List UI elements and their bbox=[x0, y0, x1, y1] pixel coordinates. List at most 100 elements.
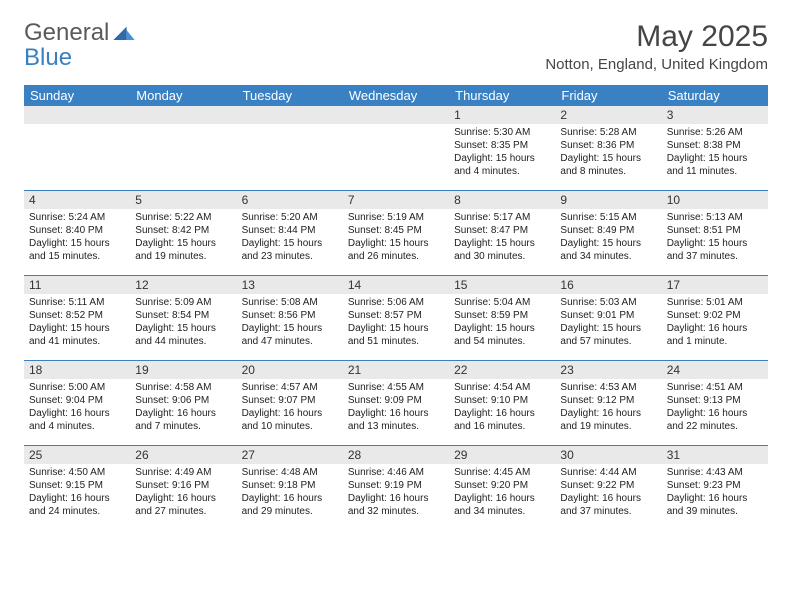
day-number: 29 bbox=[449, 446, 555, 464]
sunrise-text: Sunrise: 5:11 AM bbox=[29, 296, 125, 309]
sunset-text: Sunset: 8:45 PM bbox=[348, 224, 444, 237]
daylight-text: Daylight: 15 hours and 44 minutes. bbox=[135, 322, 231, 348]
day-cell: 4Sunrise: 5:24 AMSunset: 8:40 PMDaylight… bbox=[24, 191, 130, 276]
sunrise-text: Sunrise: 4:57 AM bbox=[242, 381, 338, 394]
day-number: 5 bbox=[130, 191, 236, 209]
daylight-text: Daylight: 15 hours and 8 minutes. bbox=[560, 152, 656, 178]
daylight-text: Daylight: 16 hours and 16 minutes. bbox=[454, 407, 550, 433]
sunrise-text: Sunrise: 4:43 AM bbox=[667, 466, 763, 479]
daylight-text: Daylight: 16 hours and 4 minutes. bbox=[29, 407, 125, 433]
sunset-text: Sunset: 8:47 PM bbox=[454, 224, 550, 237]
day-details bbox=[237, 124, 343, 190]
day-cell: 18Sunrise: 5:00 AMSunset: 9:04 PMDayligh… bbox=[24, 361, 130, 446]
month-title: May 2025 bbox=[545, 20, 768, 54]
day-cell: 12Sunrise: 5:09 AMSunset: 8:54 PMDayligh… bbox=[130, 276, 236, 361]
day-number: 13 bbox=[237, 276, 343, 294]
sunrise-text: Sunrise: 5:04 AM bbox=[454, 296, 550, 309]
week-row: 4Sunrise: 5:24 AMSunset: 8:40 PMDaylight… bbox=[24, 191, 768, 276]
day-details: Sunrise: 5:26 AMSunset: 8:38 PMDaylight:… bbox=[662, 124, 768, 190]
day-cell: 17Sunrise: 5:01 AMSunset: 9:02 PMDayligh… bbox=[662, 276, 768, 361]
daylight-text: Daylight: 15 hours and 23 minutes. bbox=[242, 237, 338, 263]
daylight-text: Daylight: 15 hours and 51 minutes. bbox=[348, 322, 444, 348]
sunset-text: Sunset: 9:12 PM bbox=[560, 394, 656, 407]
day-number: 25 bbox=[24, 446, 130, 464]
day-details: Sunrise: 5:00 AMSunset: 9:04 PMDaylight:… bbox=[24, 379, 130, 445]
calendar-table: SundayMondayTuesdayWednesdayThursdayFrid… bbox=[24, 85, 768, 530]
day-details: Sunrise: 4:45 AMSunset: 9:20 PMDaylight:… bbox=[449, 464, 555, 530]
day-details: Sunrise: 4:50 AMSunset: 9:15 PMDaylight:… bbox=[24, 464, 130, 530]
sunset-text: Sunset: 9:10 PM bbox=[454, 394, 550, 407]
daylight-text: Daylight: 16 hours and 34 minutes. bbox=[454, 492, 550, 518]
day-details: Sunrise: 4:48 AMSunset: 9:18 PMDaylight:… bbox=[237, 464, 343, 530]
sunset-text: Sunset: 9:23 PM bbox=[667, 479, 763, 492]
day-number: 19 bbox=[130, 361, 236, 379]
daylight-text: Daylight: 15 hours and 19 minutes. bbox=[135, 237, 231, 263]
sunset-text: Sunset: 9:07 PM bbox=[242, 394, 338, 407]
day-number: 28 bbox=[343, 446, 449, 464]
sunrise-text: Sunrise: 5:22 AM bbox=[135, 211, 231, 224]
logo: GeneralBlue bbox=[24, 20, 135, 70]
daylight-text: Daylight: 16 hours and 27 minutes. bbox=[135, 492, 231, 518]
day-details: Sunrise: 5:20 AMSunset: 8:44 PMDaylight:… bbox=[237, 209, 343, 275]
day-number bbox=[130, 106, 236, 124]
day-details: Sunrise: 5:17 AMSunset: 8:47 PMDaylight:… bbox=[449, 209, 555, 275]
day-number: 16 bbox=[555, 276, 661, 294]
sunset-text: Sunset: 9:04 PM bbox=[29, 394, 125, 407]
daylight-text: Daylight: 16 hours and 32 minutes. bbox=[348, 492, 444, 518]
daylight-text: Daylight: 15 hours and 15 minutes. bbox=[29, 237, 125, 263]
daylight-text: Daylight: 16 hours and 13 minutes. bbox=[348, 407, 444, 433]
day-details: Sunrise: 5:09 AMSunset: 8:54 PMDaylight:… bbox=[130, 294, 236, 360]
day-number: 2 bbox=[555, 106, 661, 124]
day-cell: 10Sunrise: 5:13 AMSunset: 8:51 PMDayligh… bbox=[662, 191, 768, 276]
sunrise-text: Sunrise: 4:45 AM bbox=[454, 466, 550, 479]
day-details: Sunrise: 5:08 AMSunset: 8:56 PMDaylight:… bbox=[237, 294, 343, 360]
sunset-text: Sunset: 8:52 PM bbox=[29, 309, 125, 322]
empty-cell bbox=[237, 106, 343, 191]
week-row: 11Sunrise: 5:11 AMSunset: 8:52 PMDayligh… bbox=[24, 276, 768, 361]
logo-triangle-icon bbox=[113, 20, 135, 45]
daylight-text: Daylight: 15 hours and 41 minutes. bbox=[29, 322, 125, 348]
sunset-text: Sunset: 8:42 PM bbox=[135, 224, 231, 237]
daylight-text: Daylight: 16 hours and 10 minutes. bbox=[242, 407, 338, 433]
daylight-text: Daylight: 16 hours and 22 minutes. bbox=[667, 407, 763, 433]
week-row: 25Sunrise: 4:50 AMSunset: 9:15 PMDayligh… bbox=[24, 446, 768, 531]
day-cell: 20Sunrise: 4:57 AMSunset: 9:07 PMDayligh… bbox=[237, 361, 343, 446]
weekday-header: Saturday bbox=[662, 85, 768, 106]
weekday-header-row: SundayMondayTuesdayWednesdayThursdayFrid… bbox=[24, 85, 768, 106]
sunrise-text: Sunrise: 5:15 AM bbox=[560, 211, 656, 224]
day-details: Sunrise: 5:13 AMSunset: 8:51 PMDaylight:… bbox=[662, 209, 768, 275]
day-details: Sunrise: 5:15 AMSunset: 8:49 PMDaylight:… bbox=[555, 209, 661, 275]
day-number bbox=[24, 106, 130, 124]
day-details: Sunrise: 4:49 AMSunset: 9:16 PMDaylight:… bbox=[130, 464, 236, 530]
sunset-text: Sunset: 8:59 PM bbox=[454, 309, 550, 322]
day-cell: 29Sunrise: 4:45 AMSunset: 9:20 PMDayligh… bbox=[449, 446, 555, 531]
sunset-text: Sunset: 8:57 PM bbox=[348, 309, 444, 322]
day-number: 6 bbox=[237, 191, 343, 209]
day-details: Sunrise: 4:44 AMSunset: 9:22 PMDaylight:… bbox=[555, 464, 661, 530]
sunrise-text: Sunrise: 5:17 AM bbox=[454, 211, 550, 224]
weekday-header: Tuesday bbox=[237, 85, 343, 106]
sunset-text: Sunset: 9:01 PM bbox=[560, 309, 656, 322]
logo-text-2: Blue bbox=[24, 44, 72, 71]
day-cell: 25Sunrise: 4:50 AMSunset: 9:15 PMDayligh… bbox=[24, 446, 130, 531]
sunset-text: Sunset: 9:20 PM bbox=[454, 479, 550, 492]
sunrise-text: Sunrise: 4:46 AM bbox=[348, 466, 444, 479]
day-number: 31 bbox=[662, 446, 768, 464]
day-number bbox=[237, 106, 343, 124]
daylight-text: Daylight: 15 hours and 26 minutes. bbox=[348, 237, 444, 263]
sunrise-text: Sunrise: 5:20 AM bbox=[242, 211, 338, 224]
sunset-text: Sunset: 8:49 PM bbox=[560, 224, 656, 237]
sunrise-text: Sunrise: 5:08 AM bbox=[242, 296, 338, 309]
day-cell: 30Sunrise: 4:44 AMSunset: 9:22 PMDayligh… bbox=[555, 446, 661, 531]
day-number: 3 bbox=[662, 106, 768, 124]
sunset-text: Sunset: 8:51 PM bbox=[667, 224, 763, 237]
day-cell: 16Sunrise: 5:03 AMSunset: 9:01 PMDayligh… bbox=[555, 276, 661, 361]
sunrise-text: Sunrise: 5:00 AM bbox=[29, 381, 125, 394]
sunset-text: Sunset: 8:56 PM bbox=[242, 309, 338, 322]
sunrise-text: Sunrise: 5:03 AM bbox=[560, 296, 656, 309]
header: GeneralBlue May 2025 Notton, England, Un… bbox=[0, 0, 792, 77]
daylight-text: Daylight: 16 hours and 1 minute. bbox=[667, 322, 763, 348]
day-details: Sunrise: 5:03 AMSunset: 9:01 PMDaylight:… bbox=[555, 294, 661, 360]
sunset-text: Sunset: 9:06 PM bbox=[135, 394, 231, 407]
day-details: Sunrise: 4:58 AMSunset: 9:06 PMDaylight:… bbox=[130, 379, 236, 445]
